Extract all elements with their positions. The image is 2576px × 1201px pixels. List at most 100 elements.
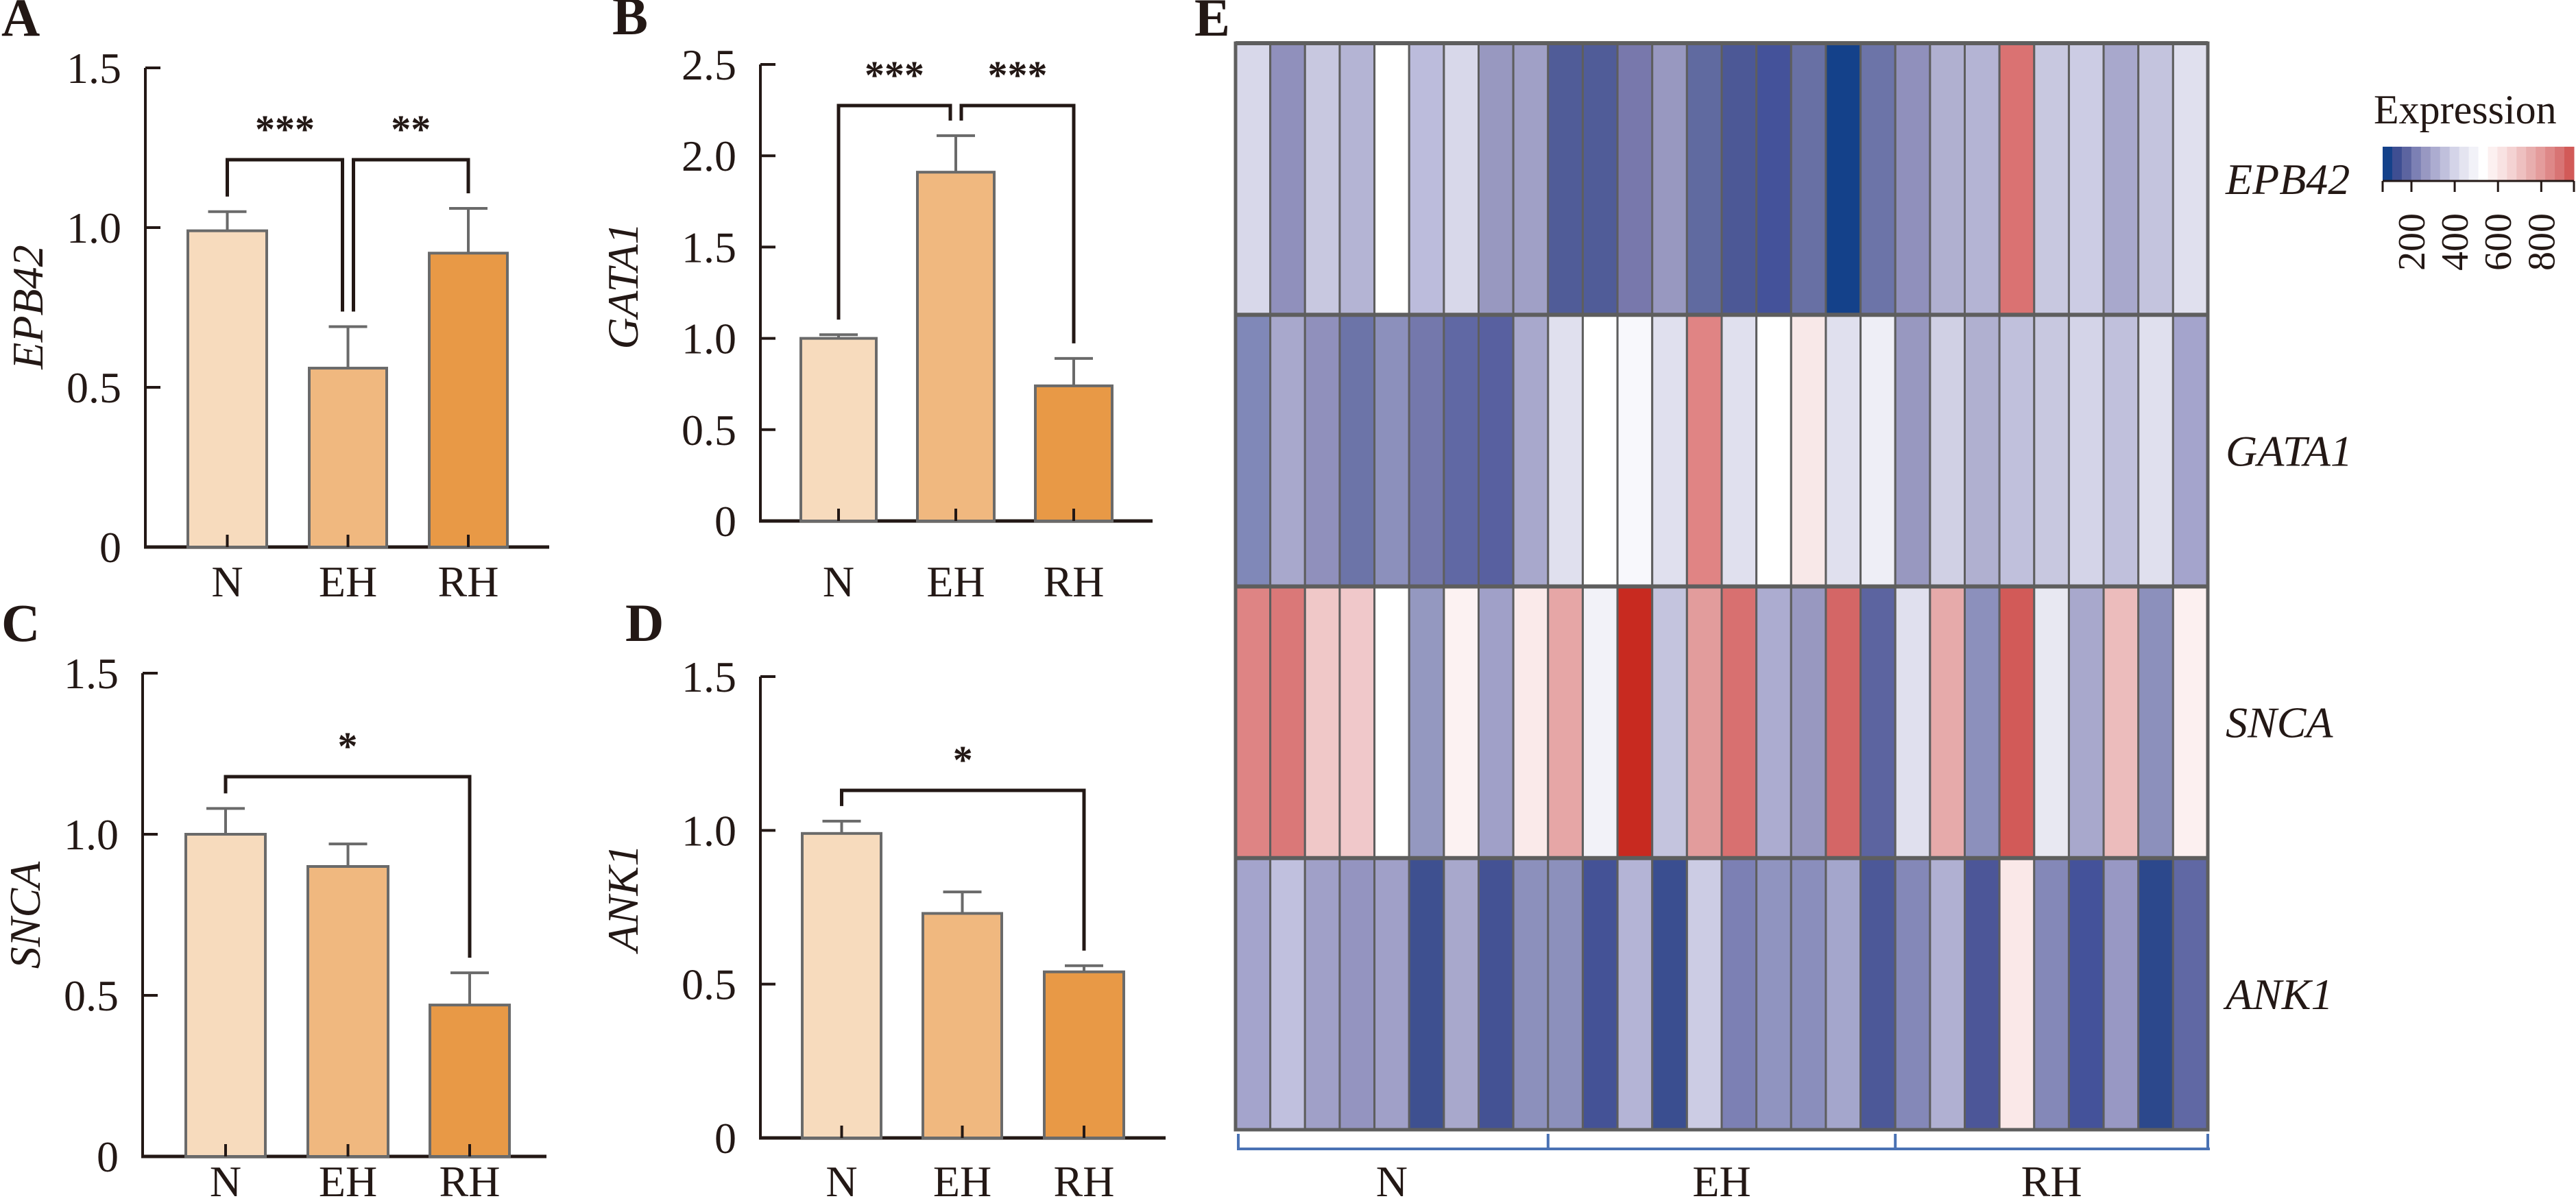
heatmap-cell: [2033, 585, 2070, 860]
heatmap-cell: [2033, 857, 2070, 1131]
y-tick-label: 1.5: [682, 223, 736, 271]
heatmap-cell: [1894, 313, 1931, 587]
heatmap-cell: [1478, 585, 1515, 860]
heatmap-cell: [1651, 42, 1688, 316]
heatmap-cell: [1964, 42, 2001, 316]
heatmap-cell: [1478, 313, 1515, 587]
heatmap-cell: [1547, 857, 1584, 1131]
heatmap-cell: [1512, 313, 1550, 587]
heatmap-cell: [2171, 313, 2209, 587]
y-tick-label: 0: [714, 497, 736, 546]
heatmap-cell: [1234, 42, 1272, 316]
heatmap-cell: [1964, 313, 2001, 587]
heatmap-cell: [1755, 42, 1792, 316]
heatmap-cell: [1825, 313, 1862, 587]
bar-RH: [1043, 970, 1125, 1139]
heatmap-cell: [1929, 585, 1966, 860]
x-tick-label: N: [210, 1157, 241, 1201]
significance-bracket: [226, 158, 344, 312]
bar-N: [801, 832, 882, 1139]
panel-letter: E: [1194, 0, 1230, 47]
heatmap-cell: [1685, 857, 1723, 1131]
heatmap-cell: [1408, 313, 1445, 587]
heatmap-cell: [1651, 585, 1688, 860]
legend-swatch: [2536, 147, 2546, 181]
x-tick-label: EH: [319, 1157, 377, 1201]
heatmap-cell: [1998, 313, 2036, 587]
heatmap-cell: [1929, 313, 1966, 587]
legend-swatch: [2468, 147, 2479, 181]
heatmap-cell: [1512, 42, 1550, 316]
legend-tick-label: 600: [2477, 213, 2520, 271]
heatmap-cell: [1373, 585, 1410, 860]
y-tick-label: 1.5: [682, 653, 736, 701]
significance-bracket: [836, 104, 952, 320]
heatmap-cell: [1443, 857, 1480, 1131]
heatmap-cell: [1720, 857, 1758, 1131]
heatmap-cell: [1581, 857, 1619, 1131]
panel-letter: D: [625, 593, 664, 653]
heatmap-cell: [1790, 857, 1827, 1131]
significance-bracket: [352, 158, 470, 312]
heatmap-cell: [2067, 313, 2105, 587]
heatmap-cell: [1269, 857, 1306, 1131]
heatmap-cell: [1547, 313, 1584, 587]
heatmap-cell: [1929, 857, 1966, 1131]
significance-bracket: [224, 775, 472, 958]
x-tick-label: RH: [1054, 1157, 1115, 1201]
heatmap-cell: [1825, 585, 1862, 860]
legend-swatch: [2401, 147, 2412, 181]
legend-swatch: [2488, 147, 2498, 181]
heatmap-cell: [1998, 857, 2036, 1131]
heatmap-cell: [1929, 42, 1966, 316]
legend-swatch: [2478, 147, 2488, 181]
legend-tick-label: 400: [2434, 213, 2477, 271]
heatmap-cell: [1443, 42, 1480, 316]
y-tick-label: 1.0: [64, 810, 119, 859]
bar-RH: [429, 1004, 511, 1158]
y-tick-label: 1.0: [67, 204, 121, 252]
significance-bracket: [840, 788, 1086, 951]
bar-panel-D: D 0 0.5 1.0 1.5 ANK1 N EH RH *: [599, 593, 1166, 1201]
heatmap-cell: [1859, 585, 1897, 860]
bar-panel-B: B 0 0.5 1.0 1.5 2.0 2.5 GATA1 N EH RH *** ***: [599, 0, 1153, 606]
heatmap-cell: [1373, 313, 1410, 587]
heatmap-cell: [1443, 585, 1480, 860]
significance-label: **: [391, 107, 431, 151]
heatmap-cell: [2033, 42, 2070, 316]
legend-swatch: [2440, 147, 2451, 181]
heatmap-cell: [2171, 857, 2209, 1131]
gene-label-ANK1: ANK1: [2223, 970, 2333, 1019]
heatmap-frame: [1233, 41, 2210, 1132]
bar-RH: [428, 252, 509, 548]
y-tick-label: 0: [714, 1114, 736, 1163]
significance-bracket: [959, 104, 1076, 343]
heatmap-cell: [1720, 42, 1758, 316]
bar-panel-C: C 0 0.5 1.0 1.5 SNCA N EH RH *: [1, 593, 546, 1201]
legend-swatch: [2516, 147, 2527, 181]
heatmap-cell: [1269, 42, 1306, 316]
legend-swatch: [2392, 147, 2403, 181]
bar-N: [184, 833, 267, 1158]
group-label-RH: RH: [2021, 1157, 2082, 1201]
legend-title: Expression: [2374, 87, 2557, 132]
legend-swatch: [2383, 147, 2393, 181]
y-tick-label: 1.0: [682, 806, 736, 855]
heatmap-cell: [1373, 857, 1410, 1131]
heatmap-cell: [1547, 42, 1584, 316]
legend-tick-label: 800: [2520, 213, 2563, 271]
heatmap-cell: [1894, 857, 1931, 1131]
heatmap-cell: [1651, 313, 1688, 587]
gene-label-SNCA: SNCA: [2226, 699, 2333, 747]
heatmap-cell: [1408, 857, 1445, 1131]
y-tick-label: 0.5: [64, 971, 119, 1020]
x-tick-label: EH: [319, 557, 377, 606]
legend-swatch: [2564, 147, 2575, 181]
heatmap-cell: [1998, 42, 2036, 316]
heatmap-cell: [1303, 585, 1341, 860]
legend-swatch: [2507, 147, 2517, 181]
heatmap-cell: [2102, 42, 2140, 316]
y-tick-label: 0: [99, 523, 121, 572]
y-tick-label: 0.5: [67, 363, 121, 412]
heatmap-cell: [1720, 585, 1758, 860]
